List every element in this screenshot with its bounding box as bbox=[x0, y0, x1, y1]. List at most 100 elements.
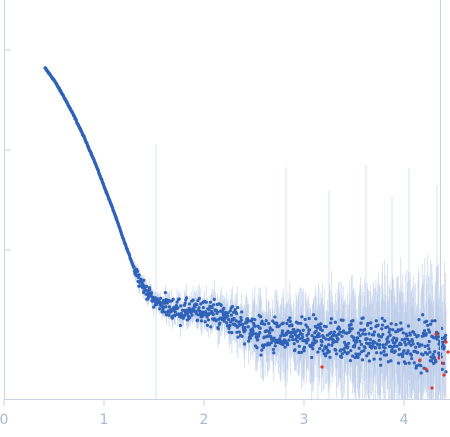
x-tick-label: 4 bbox=[400, 412, 409, 428]
data-point bbox=[199, 319, 204, 323]
data-point bbox=[226, 311, 230, 315]
data-point bbox=[332, 330, 336, 334]
data-point bbox=[171, 297, 175, 301]
data-point bbox=[205, 315, 209, 319]
data-point bbox=[320, 328, 324, 332]
data-point bbox=[234, 312, 239, 316]
data-point bbox=[247, 339, 251, 343]
data-point bbox=[363, 332, 367, 336]
data-point bbox=[163, 291, 168, 295]
outlier-point bbox=[437, 356, 441, 360]
data-point bbox=[348, 329, 352, 333]
data-point bbox=[379, 363, 383, 367]
data-point bbox=[157, 307, 162, 311]
data-point bbox=[306, 338, 310, 342]
data-point bbox=[430, 319, 434, 323]
data-point bbox=[350, 327, 354, 331]
data-point bbox=[317, 332, 321, 336]
data-point bbox=[335, 339, 339, 344]
data-point bbox=[290, 335, 294, 339]
data-point bbox=[314, 317, 318, 321]
data-point bbox=[239, 315, 243, 320]
data-point bbox=[356, 336, 360, 340]
data-point bbox=[400, 355, 405, 359]
data-point bbox=[239, 318, 243, 322]
data-point bbox=[293, 333, 297, 337]
data-point bbox=[261, 345, 266, 349]
data-point bbox=[310, 334, 314, 338]
data-point bbox=[355, 339, 359, 343]
data-point bbox=[272, 336, 276, 340]
data-point bbox=[307, 328, 312, 332]
data-point bbox=[246, 325, 250, 329]
data-point bbox=[417, 318, 421, 322]
data-point bbox=[280, 329, 285, 333]
data-point bbox=[292, 342, 296, 346]
outlier-point bbox=[424, 367, 428, 371]
data-point bbox=[348, 327, 352, 331]
data-point bbox=[401, 352, 405, 356]
data-point bbox=[363, 346, 367, 350]
data-point bbox=[149, 291, 154, 295]
data-point bbox=[225, 321, 229, 325]
data-point bbox=[395, 337, 399, 341]
data-point bbox=[259, 315, 263, 319]
data-point bbox=[136, 269, 140, 273]
data-point bbox=[390, 338, 394, 342]
data-point bbox=[433, 349, 437, 354]
data-point bbox=[178, 323, 182, 328]
data-point bbox=[363, 327, 367, 332]
data-point bbox=[303, 317, 307, 321]
data-point bbox=[389, 359, 393, 363]
data-point bbox=[290, 324, 294, 328]
data-point bbox=[394, 322, 398, 327]
data-point bbox=[416, 334, 420, 338]
data-point bbox=[379, 351, 383, 355]
data-point bbox=[295, 339, 300, 343]
data-point bbox=[338, 330, 342, 334]
data-point bbox=[433, 319, 437, 323]
x-ticks-group: 0 1 2 3 4 bbox=[0, 399, 409, 428]
data-point bbox=[251, 332, 255, 336]
data-point bbox=[353, 343, 357, 347]
data-point bbox=[432, 355, 436, 360]
data-point bbox=[339, 348, 343, 352]
data-point bbox=[404, 343, 408, 347]
data-point bbox=[173, 313, 177, 318]
data-point bbox=[333, 320, 338, 324]
data-point bbox=[305, 325, 309, 329]
x-tick-label: 0 bbox=[0, 412, 8, 428]
data-point bbox=[322, 335, 326, 340]
data-point bbox=[235, 330, 239, 334]
data-point bbox=[197, 306, 201, 310]
data-point bbox=[360, 358, 365, 362]
data-point bbox=[342, 340, 347, 344]
data-point bbox=[212, 297, 216, 301]
data-point bbox=[221, 310, 225, 314]
data-point bbox=[375, 351, 379, 355]
data-point bbox=[293, 348, 297, 352]
data-point bbox=[238, 323, 242, 327]
data-point bbox=[203, 320, 207, 324]
data-point bbox=[222, 319, 226, 323]
data-point bbox=[287, 338, 291, 342]
data-point bbox=[219, 303, 223, 308]
data-point bbox=[437, 342, 441, 346]
data-point bbox=[233, 308, 237, 312]
data-point bbox=[279, 339, 283, 343]
data-point bbox=[413, 332, 417, 337]
data-point bbox=[271, 347, 276, 352]
data-point bbox=[292, 327, 296, 332]
data-point bbox=[258, 330, 262, 335]
data-point bbox=[286, 343, 290, 347]
data-point bbox=[330, 343, 334, 347]
data-point bbox=[357, 346, 361, 350]
data-point bbox=[400, 338, 404, 342]
data-point bbox=[402, 349, 406, 353]
data-point bbox=[388, 344, 393, 348]
data-point bbox=[352, 336, 356, 340]
data-point bbox=[281, 321, 285, 325]
data-point bbox=[222, 306, 226, 310]
data-point bbox=[210, 305, 214, 310]
data-point bbox=[268, 331, 272, 335]
